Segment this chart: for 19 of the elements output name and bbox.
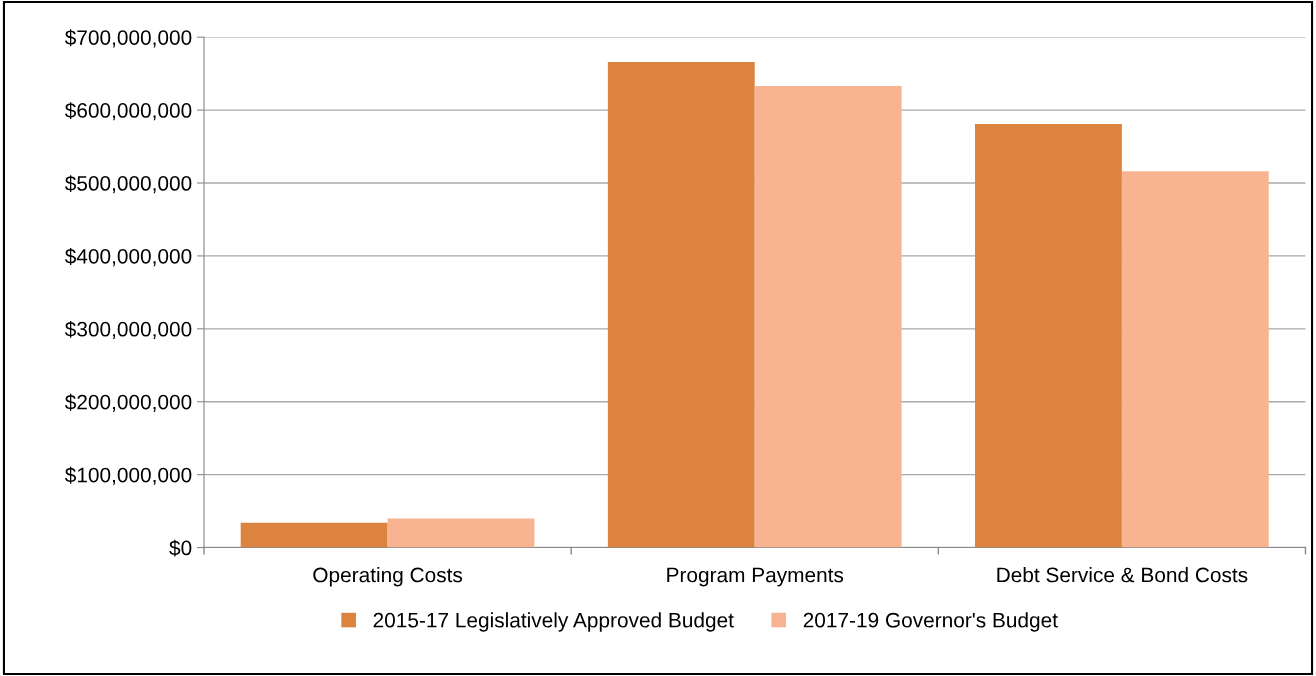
legend-label: 2017-19 Governor's Budget xyxy=(803,612,1058,632)
y-tick-label: $600,000,000 xyxy=(64,102,192,121)
y-tick-label: $0 xyxy=(169,539,192,557)
bar xyxy=(1121,171,1269,548)
y-tick-label: $500,000,000 xyxy=(64,175,192,194)
bar xyxy=(607,61,755,548)
y-tick-label: $400,000,000 xyxy=(64,248,192,267)
legend-label: 2015-17 Legislatively Approved Budget xyxy=(373,612,734,632)
x-tick-label: Operating Costs xyxy=(313,567,463,587)
y-tick-label: $700,000,000 xyxy=(64,29,192,48)
bar xyxy=(240,522,388,548)
x-tick-label: Program Payments xyxy=(667,567,844,587)
y-tick-label: $200,000,000 xyxy=(64,393,192,412)
bar xyxy=(975,123,1122,548)
y-tick-label: $300,000,000 xyxy=(64,320,192,340)
x-tick-label: Debt Service & Bond Costs xyxy=(997,567,1248,583)
y-tick-label: $100,000,000 xyxy=(64,466,192,485)
bar xyxy=(754,86,902,548)
bar xyxy=(387,518,535,548)
